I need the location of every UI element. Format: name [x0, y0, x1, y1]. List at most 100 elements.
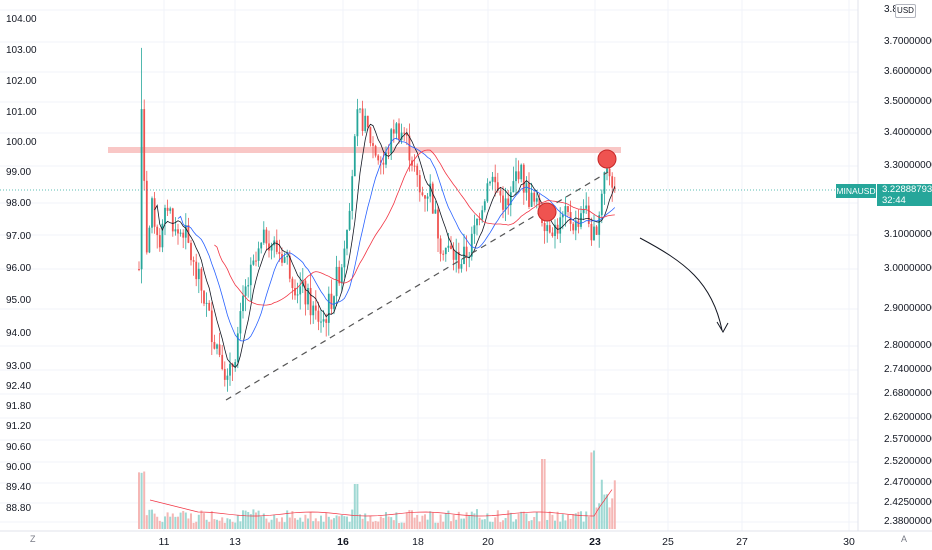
volume-bar [387, 516, 390, 529]
candle-body [421, 192, 424, 196]
candle-body [489, 181, 491, 184]
candle-body [200, 268, 203, 291]
volume-bar [535, 512, 538, 529]
volume-bar [200, 510, 203, 529]
candle-body [166, 207, 169, 211]
candle-body [203, 290, 205, 304]
volume-bar [291, 511, 294, 529]
volume-bar [468, 515, 471, 529]
volume-bar [148, 509, 151, 529]
candle-body [249, 264, 252, 286]
volume-bar [548, 511, 551, 529]
candle-body [197, 268, 200, 280]
volume-bar [554, 520, 556, 529]
right-axis-tick: 3.30000000 [884, 160, 932, 171]
projected-path-arrow [639, 237, 723, 331]
volume-bar [582, 521, 585, 529]
volume-bar [606, 494, 608, 529]
right-axis-tick: 2.57000000 [884, 434, 932, 445]
volume-bar [416, 514, 419, 529]
candle-body [405, 133, 408, 136]
volume-bar [338, 516, 341, 529]
volume-bar [587, 516, 590, 529]
candle-body [278, 251, 281, 255]
candle-body [408, 135, 411, 161]
volume-bar [567, 514, 569, 529]
candle-body [499, 190, 502, 196]
left-axis-tick: 91.80 [6, 401, 32, 412]
left-axis-tick: 97.00 [6, 231, 32, 242]
volume-bar [278, 521, 281, 529]
volume-bar [593, 450, 595, 529]
volume-bar [561, 514, 564, 529]
candle-body [171, 208, 174, 232]
volume-bar [223, 522, 226, 529]
candle-body [296, 294, 299, 296]
candle-body [247, 285, 250, 287]
candle-body [600, 193, 603, 216]
candle-body [218, 344, 221, 355]
candle-body [148, 227, 151, 253]
volume-bar [546, 519, 549, 529]
volume-bar [377, 521, 380, 529]
volume-bar [314, 518, 317, 529]
candle-body [611, 176, 614, 188]
volume-bar [353, 484, 356, 529]
right-axis-tick: 3.40000000 [884, 127, 932, 138]
right-axis-tick: 2.80000000 [884, 340, 932, 351]
candle-body [260, 242, 263, 249]
volume-bar [343, 516, 346, 529]
volume-bar [574, 513, 577, 529]
volume-bar [260, 516, 263, 529]
volume-bar [395, 512, 398, 529]
log-scale-toggle[interactable]: Z [30, 534, 36, 544]
volume-bar [470, 511, 473, 529]
volume-bar [369, 516, 372, 529]
volume-bar [335, 515, 338, 529]
candle-body [395, 123, 398, 134]
candle-body [444, 247, 447, 255]
volume-bar [218, 520, 221, 529]
volume-bar [577, 511, 580, 529]
candle-body [335, 266, 338, 297]
candle-body [161, 223, 164, 248]
right-axis-tick: 2.62000000 [884, 412, 932, 423]
candle-body [379, 160, 382, 163]
candle-body [216, 344, 218, 349]
volume-bar [481, 519, 484, 529]
candle-body [403, 132, 406, 134]
volume-bar [312, 521, 315, 529]
volume-bar [374, 520, 377, 529]
volume-bar [431, 512, 434, 529]
right-axis-tick: 3.60000000 [884, 66, 932, 77]
candle-body [382, 162, 385, 165]
candle-body [460, 264, 463, 269]
candle-body [577, 220, 580, 227]
candle-body [356, 109, 359, 137]
volume-bar [533, 516, 536, 529]
volume-bar [515, 519, 517, 529]
candle-body [603, 172, 606, 194]
candle-body [338, 266, 341, 284]
auto-scale-toggle[interactable]: A [901, 534, 908, 544]
volume-bar [556, 511, 559, 529]
volume-bar [205, 519, 208, 529]
candle-body [530, 192, 533, 207]
volume-bar [403, 522, 406, 529]
volume-bar [382, 517, 385, 529]
volume-bar [486, 513, 489, 529]
candle-body [320, 321, 322, 323]
currency-button[interactable]: USD [895, 4, 916, 18]
candle-body [551, 232, 554, 237]
volume-bar [385, 512, 387, 529]
candle-body [398, 123, 400, 140]
volume-bar [463, 518, 465, 529]
candle-body [226, 375, 229, 380]
volume-bar [411, 510, 413, 529]
candle-body [515, 171, 517, 182]
volume-bar [509, 512, 512, 529]
candle-body [353, 136, 356, 177]
candle-body [158, 235, 161, 248]
candle-body [153, 198, 156, 227]
